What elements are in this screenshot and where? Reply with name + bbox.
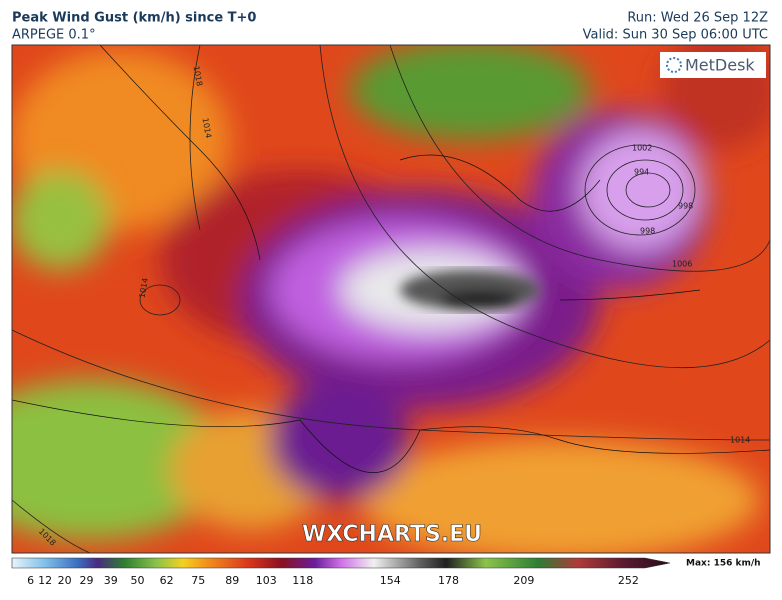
isobar-label: 1018 — [192, 65, 204, 87]
colorbar-tick-label: 62 — [160, 574, 174, 587]
logo-box — [660, 52, 766, 78]
colorbar-tick-label: 178 — [438, 574, 459, 587]
max-label: Max: 156 km/h — [686, 559, 761, 569]
isobar-label: 1006 — [672, 260, 692, 269]
isobars — [12, 45, 770, 553]
coastlines — [12, 45, 770, 473]
isobar-label: 1014 — [730, 436, 750, 445]
colorbar-tick-label: 75 — [191, 574, 205, 587]
colorbar-tick-label: 252 — [618, 574, 639, 587]
logo: MetDesk — [685, 56, 755, 75]
map — [12, 45, 770, 553]
watermark: WXCHARTS.EU — [302, 522, 482, 547]
map-border — [11, 44, 771, 554]
colorbar-tick-label: 50 — [131, 574, 145, 587]
colorbar-tick-label: 103 — [256, 574, 277, 587]
isobar-label: 1002 — [632, 144, 652, 153]
isobar-label: 1014 — [138, 277, 150, 299]
colorbar-tick-label: 20 — [58, 574, 72, 587]
colorbar-tick-label: 209 — [513, 574, 534, 587]
colorbar — [11, 557, 671, 569]
colorbar-tick-label: 12 — [38, 574, 52, 587]
run: Run: Wed 26 Sep 12Z — [627, 11, 768, 26]
colorbar-ticks: 6 12 20 29 39 50 62 75 89 103 118 154 178 209 252 — [27, 574, 639, 587]
isobar-label: 994 — [634, 168, 649, 177]
colorbar-tick-label: 118 — [292, 574, 313, 587]
colorbar-tick-label: 154 — [380, 574, 401, 587]
logo-icon — [666, 57, 682, 73]
isobar-label: 1014 — [201, 117, 213, 139]
title: Peak Wind Gust (km/h) since T+0 — [12, 11, 256, 26]
colorbar-tick-label: 6 — [27, 574, 34, 587]
valid-time: Valid: Sun 30 Sep 06:00 UTC — [583, 28, 768, 43]
colorbar-tick-label: 29 — [79, 574, 93, 587]
colorbar-tick-label: 39 — [104, 574, 118, 587]
isobar-label: 998 — [678, 202, 693, 211]
isobar-label: 998 — [640, 227, 655, 236]
colorbar-tick-label: 89 — [225, 574, 239, 587]
model: ARPEGE 0.1° — [12, 28, 96, 43]
